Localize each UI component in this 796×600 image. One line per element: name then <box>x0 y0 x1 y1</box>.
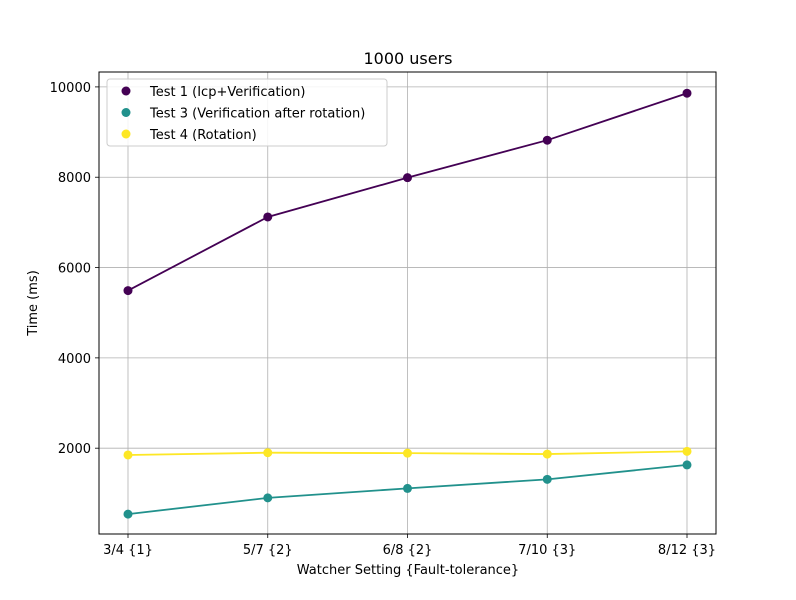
data-point <box>542 449 552 459</box>
y-tick-label: 10000 <box>50 81 91 96</box>
x-tick-label: 6/8 {2} <box>383 543 433 558</box>
y-tick-label: 8000 <box>58 171 91 186</box>
data-point <box>682 460 692 470</box>
y-axis-ticks: 2000 4000 6000 8000 10000 <box>50 81 99 457</box>
data-point <box>123 450 133 460</box>
data-point <box>682 88 692 98</box>
data-point <box>263 493 273 503</box>
x-axis-label: Watcher Setting {Fault-tolerance} <box>297 563 519 578</box>
x-tick-label: 8/12 {3} <box>658 543 716 558</box>
data-point <box>403 483 412 493</box>
grid-lines <box>99 72 716 534</box>
x-tick-label: 3/4 {1} <box>103 543 153 558</box>
legend-marker <box>121 129 131 139</box>
legend-marker <box>121 86 131 96</box>
data-point <box>403 448 412 458</box>
data-point <box>542 135 552 145</box>
legend-label: Test 4 (Rotation) <box>149 128 257 143</box>
legend-label: Test 1 (Icp+Verification) <box>149 85 305 100</box>
data-point <box>123 509 133 519</box>
y-axis-label: Time (ms) <box>26 270 41 337</box>
data-point <box>123 286 133 296</box>
x-axis-ticks: 3/4 {1} 5/7 {2} 6/8 {2} 7/10 {3} 8/12 {3} <box>103 534 716 558</box>
legend-box <box>106 78 388 147</box>
data-point <box>263 448 273 458</box>
legend-label: Test 3 (Verification after rotation) <box>149 107 365 122</box>
series-points <box>123 88 692 519</box>
chart-title: 1000 users <box>363 49 452 68</box>
data-point <box>682 446 692 456</box>
y-tick-label: 2000 <box>58 442 91 457</box>
data-point <box>263 212 273 222</box>
legend: Test 1 (Icp+Verification) Test 3 (Verific… <box>106 78 388 147</box>
y-tick-label: 6000 <box>58 262 91 277</box>
x-tick-label: 5/7 {2} <box>243 543 293 558</box>
x-tick-label: 7/10 {3} <box>518 543 576 558</box>
y-tick-label: 4000 <box>58 352 91 367</box>
data-point <box>403 173 412 183</box>
legend-marker <box>121 108 131 117</box>
data-point <box>542 474 552 484</box>
